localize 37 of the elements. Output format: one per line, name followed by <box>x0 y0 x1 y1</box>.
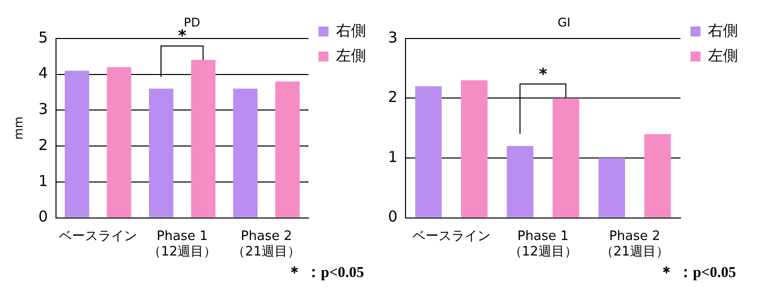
y-tick-label: 5 <box>38 28 48 46</box>
text: ＊ ：p<0.05 <box>659 264 736 282</box>
text: ＊ ：p<0.05 <box>287 264 364 282</box>
bar <box>460 80 488 218</box>
y-tick-label: 2 <box>38 136 48 154</box>
bar <box>552 98 580 218</box>
legend-label: 右側 <box>708 21 738 40</box>
annotation: * <box>538 64 548 84</box>
y-tick-label: 0 <box>388 208 398 226</box>
x-tick-label: ベースライン <box>59 228 138 244</box>
legend-label: 右側 <box>336 21 366 40</box>
y-tick-label: 1 <box>388 148 398 166</box>
y-tick-label: 0 <box>38 208 48 226</box>
y-tick-label: 3 <box>388 28 398 46</box>
bar <box>148 88 174 218</box>
bar <box>644 134 671 218</box>
bar <box>233 88 258 218</box>
y-tick-label: 3 <box>38 100 48 118</box>
bar <box>598 158 626 218</box>
bar <box>275 81 300 218</box>
x-tick-label: Phase 1 （12週目） <box>148 228 216 260</box>
y-axis-title: mm <box>11 116 26 140</box>
y-tick-label: 1 <box>38 172 48 190</box>
y-tick-label: 4 <box>38 64 48 82</box>
bar <box>191 60 216 218</box>
legend-label: 左側 <box>336 46 366 64</box>
y-tick-label: 2 <box>388 88 398 106</box>
x-tick-label: Phase 2 （21週目） <box>600 228 669 260</box>
bar <box>506 146 534 218</box>
bar <box>64 70 90 218</box>
x-tick-label: Phase 1 （12週目） <box>508 228 578 260</box>
x-tick-label: Phase 2 （21週目） <box>232 228 301 260</box>
x-tick-label: ベースライン <box>412 228 490 244</box>
chart-title: GI <box>558 15 570 30</box>
legend-label: 左側 <box>708 46 738 64</box>
bar <box>415 86 442 218</box>
bar <box>106 67 132 218</box>
